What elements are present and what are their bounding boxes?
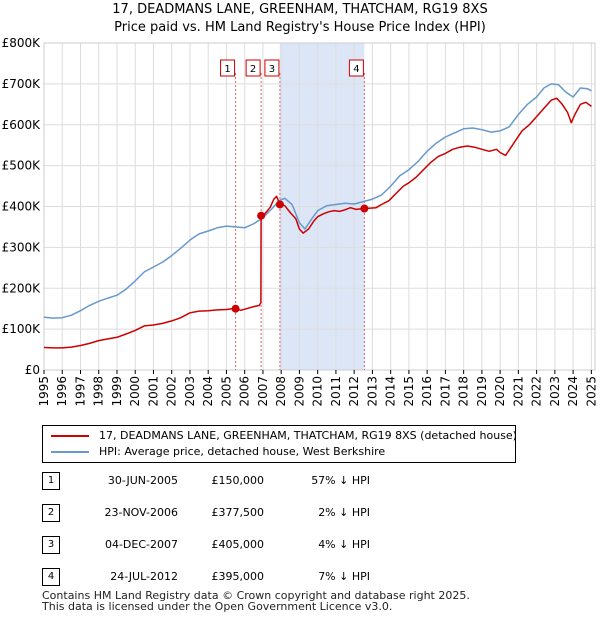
x-tick-label: 2008 bbox=[274, 376, 288, 407]
sale-number: 4 bbox=[42, 568, 60, 586]
x-tick-label: 2023 bbox=[548, 376, 562, 407]
sale-date: 04-DEC-2007 bbox=[104, 538, 178, 551]
table-row: 4 24-JUL-2012 £395,000 7% ↓ HPI bbox=[42, 566, 582, 586]
sale-price: £395,000 bbox=[211, 570, 265, 583]
x-tick-label: 2005 bbox=[219, 376, 233, 407]
x-tick-label: 2024 bbox=[566, 376, 580, 407]
x-tick-label: 2006 bbox=[238, 376, 252, 407]
y-tick-label: £700K bbox=[2, 77, 42, 91]
plot-border bbox=[43, 42, 596, 371]
y-tick-label: £200K bbox=[2, 281, 42, 295]
x-tick-label: 2002 bbox=[165, 376, 179, 407]
sale-hpi-diff: 7% ↓ HPI bbox=[318, 570, 370, 583]
sale-hpi-diff: 2% ↓ HPI bbox=[318, 506, 370, 519]
x-tick-label: 2009 bbox=[292, 376, 306, 407]
sale-date: 23-NOV-2006 bbox=[104, 506, 178, 519]
x-tick-label: 2007 bbox=[256, 376, 270, 407]
legend-swatch-property bbox=[51, 435, 89, 437]
sale-date: 24-JUL-2012 bbox=[110, 570, 178, 583]
x-tick-label: 2001 bbox=[146, 376, 160, 407]
sale-hpi-diff: 57% ↓ HPI bbox=[311, 474, 370, 487]
x-tick-label: 2018 bbox=[457, 376, 471, 407]
sale-label-number: 3 bbox=[269, 64, 275, 75]
sale-label-box bbox=[245, 59, 261, 77]
chart-title: 17, DEADMANS LANE, GREENHAM, THATCHAM, R… bbox=[112, 2, 488, 17]
y-tick-label: £0 bbox=[25, 363, 40, 377]
legend-label-property: 17, DEADMANS LANE, GREENHAM, THATCHAM, R… bbox=[99, 429, 517, 442]
sale-label-number: 4 bbox=[353, 64, 359, 75]
sale-label-number: 1 bbox=[224, 64, 230, 75]
footer-copyright: Contains HM Land Registry data © Crown c… bbox=[42, 589, 470, 602]
x-tick-label: 1998 bbox=[92, 376, 106, 407]
sale-label-box bbox=[220, 59, 236, 77]
sale-label-box bbox=[348, 59, 364, 77]
legend: 17, DEADMANS LANE, GREENHAM, THATCHAM, R… bbox=[42, 425, 517, 463]
sale-label-number: 2 bbox=[250, 64, 256, 75]
sale-label-box bbox=[264, 59, 280, 77]
sale-hpi-diff: 4% ↓ HPI bbox=[318, 538, 370, 551]
sale-number: 1 bbox=[42, 472, 60, 490]
sale-number: 2 bbox=[42, 504, 60, 522]
x-tick-label: 2022 bbox=[530, 376, 544, 407]
legend-swatch-hpi bbox=[51, 451, 89, 453]
chart-subtitle: Price paid vs. HM Land Registry's House … bbox=[114, 20, 486, 35]
y-tick-label: £500K bbox=[2, 159, 42, 173]
x-tick-label: 2020 bbox=[493, 376, 507, 407]
table-row: 3 04-DEC-2007 £405,000 4% ↓ HPI bbox=[42, 534, 582, 554]
footer-licence: This data is licensed under the Open Gov… bbox=[42, 600, 393, 613]
x-tick-label: 2025 bbox=[584, 376, 598, 407]
sale-price: £405,000 bbox=[211, 538, 265, 551]
x-tick-label: 2003 bbox=[183, 376, 197, 407]
x-tick-label: 2013 bbox=[365, 376, 379, 407]
property-series-line bbox=[43, 97, 592, 349]
sale-point bbox=[275, 200, 284, 209]
x-tick-label: 1999 bbox=[110, 376, 124, 407]
x-tick-label: 2016 bbox=[420, 376, 434, 407]
sale-point bbox=[360, 204, 369, 213]
x-tick-label: 2011 bbox=[329, 376, 343, 407]
table-row: 2 23-NOV-2006 £377,500 2% ↓ HPI bbox=[42, 502, 582, 522]
y-tick-label: £800K bbox=[2, 36, 42, 50]
table-row: 1 30-JUN-2005 £150,000 57% ↓ HPI bbox=[42, 470, 582, 490]
x-tick-label: 2019 bbox=[475, 376, 489, 407]
x-tick-label: 2010 bbox=[311, 376, 325, 407]
x-tick-label: 2014 bbox=[384, 376, 398, 407]
x-tick-label: 2000 bbox=[128, 376, 142, 407]
footer: Contains HM Land Registry data © Crown c… bbox=[42, 590, 470, 612]
x-tick-label: 2017 bbox=[438, 376, 452, 407]
x-tick-label: 2021 bbox=[511, 376, 525, 407]
x-tick-label: 2015 bbox=[402, 376, 416, 407]
x-tick-label: 1995 bbox=[37, 376, 51, 407]
sale-price: £150,000 bbox=[211, 474, 265, 487]
y-tick-label: £300K bbox=[2, 240, 42, 254]
y-tick-label: £400K bbox=[2, 200, 42, 214]
sale-number: 3 bbox=[42, 536, 60, 554]
sale-price: £377,500 bbox=[211, 506, 265, 519]
x-tick-label: 2012 bbox=[347, 376, 361, 407]
sale-date: 30-JUN-2005 bbox=[107, 474, 178, 487]
y-tick-label: £600K bbox=[2, 118, 42, 132]
price-chart: £0 £100K £200K £300K £400K £500K £600K £700K £80… bbox=[2, 36, 599, 407]
sale-point bbox=[231, 304, 240, 313]
legend-label-hpi: HPI: Average price, detached house, West… bbox=[99, 445, 386, 458]
hpi-series-line bbox=[43, 83, 592, 319]
x-tick-label: 1996 bbox=[55, 376, 69, 407]
x-tick-label: 2004 bbox=[201, 376, 215, 407]
y-tick-label: £100K bbox=[2, 322, 42, 336]
sale-point bbox=[257, 211, 266, 220]
x-tick-label: 1997 bbox=[73, 376, 87, 407]
